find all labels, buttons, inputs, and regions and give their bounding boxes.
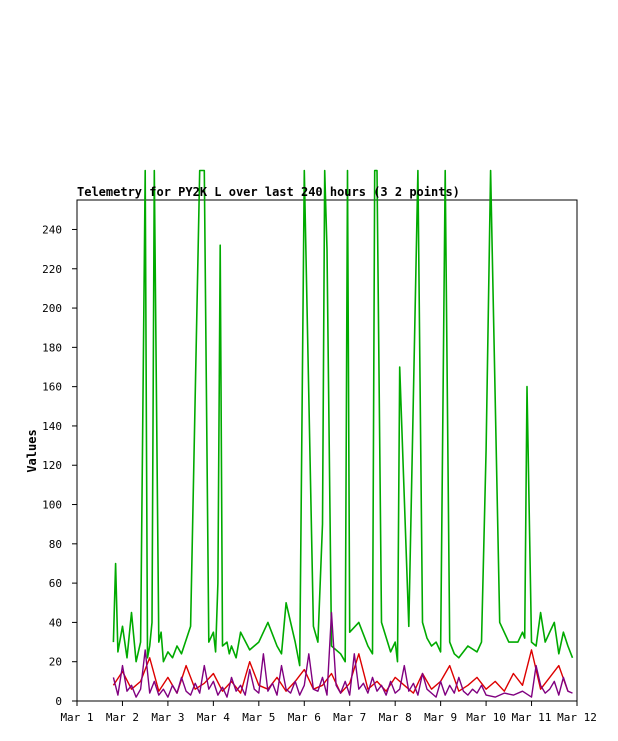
y-axis: 0 20 40 60 80 100 120 140 160 180 200 220 240 [42, 223, 77, 708]
y-tick-label: 200 [42, 302, 62, 315]
y-tick-label: 120 [42, 459, 62, 472]
y-tick-label: 180 [42, 341, 62, 354]
y-tick-label: 40 [49, 616, 62, 629]
chart-title: Telemetry for PY2K L over last 240 hours… [77, 185, 460, 199]
y-tick-label: 140 [42, 420, 62, 433]
x-tick-label: Mar 3 [151, 711, 184, 724]
y-tick-label: 240 [42, 223, 62, 236]
x-tick-label: Mar 4 [197, 711, 230, 724]
y-tick-label: 160 [42, 381, 62, 394]
x-axis: Mar 1 Mar 2 Mar 3 Mar 4 Mar 5 Mar 6 Mar 7 Mar 8… [60, 701, 597, 724]
series-layer [112, 169, 574, 698]
y-tick-label: 60 [49, 577, 62, 590]
x-tick-label: Mar 2 [106, 711, 139, 724]
y-tick-label: 100 [42, 499, 62, 512]
x-tick-label: Mar 5 [242, 711, 275, 724]
x-tick-label: Mar 11 [512, 711, 552, 724]
y-tick-label: 80 [49, 538, 62, 551]
y-tick-label: 20 [49, 656, 62, 669]
series-line-1 [112, 169, 574, 667]
x-tick-label: Mar 8 [379, 711, 412, 724]
y-tick-label: 0 [55, 695, 62, 708]
y-axis-title: Values [25, 429, 39, 472]
x-tick-label: Mar 6 [288, 711, 321, 724]
series-line-3 [112, 611, 573, 698]
x-tick-label: Mar 9 [424, 711, 457, 724]
x-tick-label: Mar 7 [333, 711, 366, 724]
x-tick-label: Mar 10 [466, 711, 506, 724]
x-tick-label: Mar 1 [60, 711, 93, 724]
x-tick-label: Mar 12 [557, 711, 597, 724]
y-tick-label: 220 [42, 263, 62, 276]
